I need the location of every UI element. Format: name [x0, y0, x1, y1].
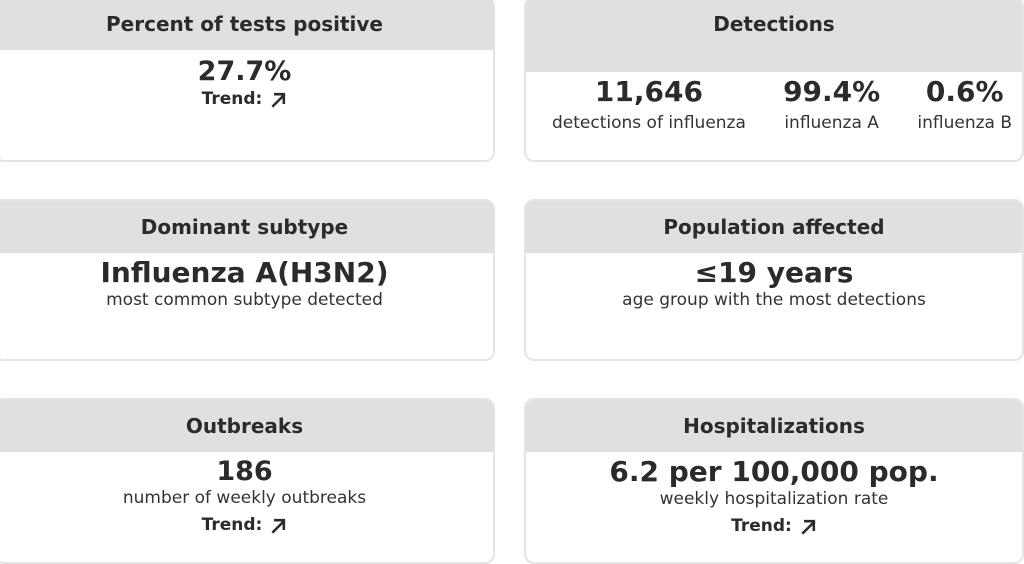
card-title: Dominant subtype: [0, 201, 493, 253]
outbreaks-value: 186: [216, 456, 273, 487]
arrow-up-right-icon: [271, 518, 286, 534]
population-affected-value: ≤19 years: [694, 256, 854, 289]
influenza-b-share: 0.6% influenza B: [917, 75, 1012, 134]
population-affected-label: age group with the most detections: [622, 290, 926, 311]
arrow-up-right-icon: [271, 92, 286, 108]
dominant-subtype-card: Dominant subtype Influenza A(H3N2) most …: [0, 199, 495, 361]
card-title: Detections: [526, 0, 1022, 72]
population-affected-card: Population affected ≤19 years age group …: [524, 199, 1024, 361]
card-title: Percent of tests positive: [0, 0, 493, 50]
trend-label: Trend:: [731, 516, 792, 537]
influenza-a-share: 99.4% influenza A: [783, 75, 881, 134]
percent-positive-card: Percent of tests positive 27.7% Trend:: [0, 0, 495, 162]
trend-label: Trend:: [201, 515, 263, 536]
card-title: Outbreaks: [0, 400, 493, 452]
trend-indicator: Trend:: [202, 89, 288, 109]
card-title: Population affected: [526, 201, 1022, 253]
influenza-b-value: 0.6%: [925, 75, 1004, 108]
detections-total: 11,646 detections of influenza: [552, 75, 746, 134]
detections-total-label: detections of influenza: [552, 113, 746, 134]
influenza-b-label: influenza B: [917, 113, 1012, 134]
dominant-subtype-value: Influenza A(H3N2): [100, 256, 389, 289]
influenza-a-label: influenza A: [784, 113, 879, 134]
detections-card: Detections 11,646 detections of influenz…: [524, 0, 1024, 162]
influenza-a-value: 99.4%: [783, 75, 881, 108]
arrow-up-right-icon: [801, 519, 816, 535]
outbreaks-label: number of weekly outbreaks: [122, 488, 367, 509]
dominant-subtype-label: most common subtype detected: [106, 290, 383, 311]
trend-indicator: Trend:: [202, 515, 288, 535]
detections-total-value: 11,646: [594, 75, 703, 108]
trend-indicator: Trend:: [731, 516, 817, 536]
outbreaks-card: Outbreaks 186 number of weekly outbreaks…: [0, 398, 495, 564]
hospitalizations-label: weekly hospitalization rate: [659, 489, 889, 510]
percent-positive-value: 27.7%: [197, 56, 292, 87]
card-title: Hospitalizations: [526, 400, 1022, 452]
hospitalizations-value: 6.2 per 100,000 pop.: [609, 455, 939, 488]
trend-label: Trend:: [201, 89, 263, 110]
hospitalizations-card: Hospitalizations 6.2 per 100,000 pop. we…: [524, 398, 1024, 564]
